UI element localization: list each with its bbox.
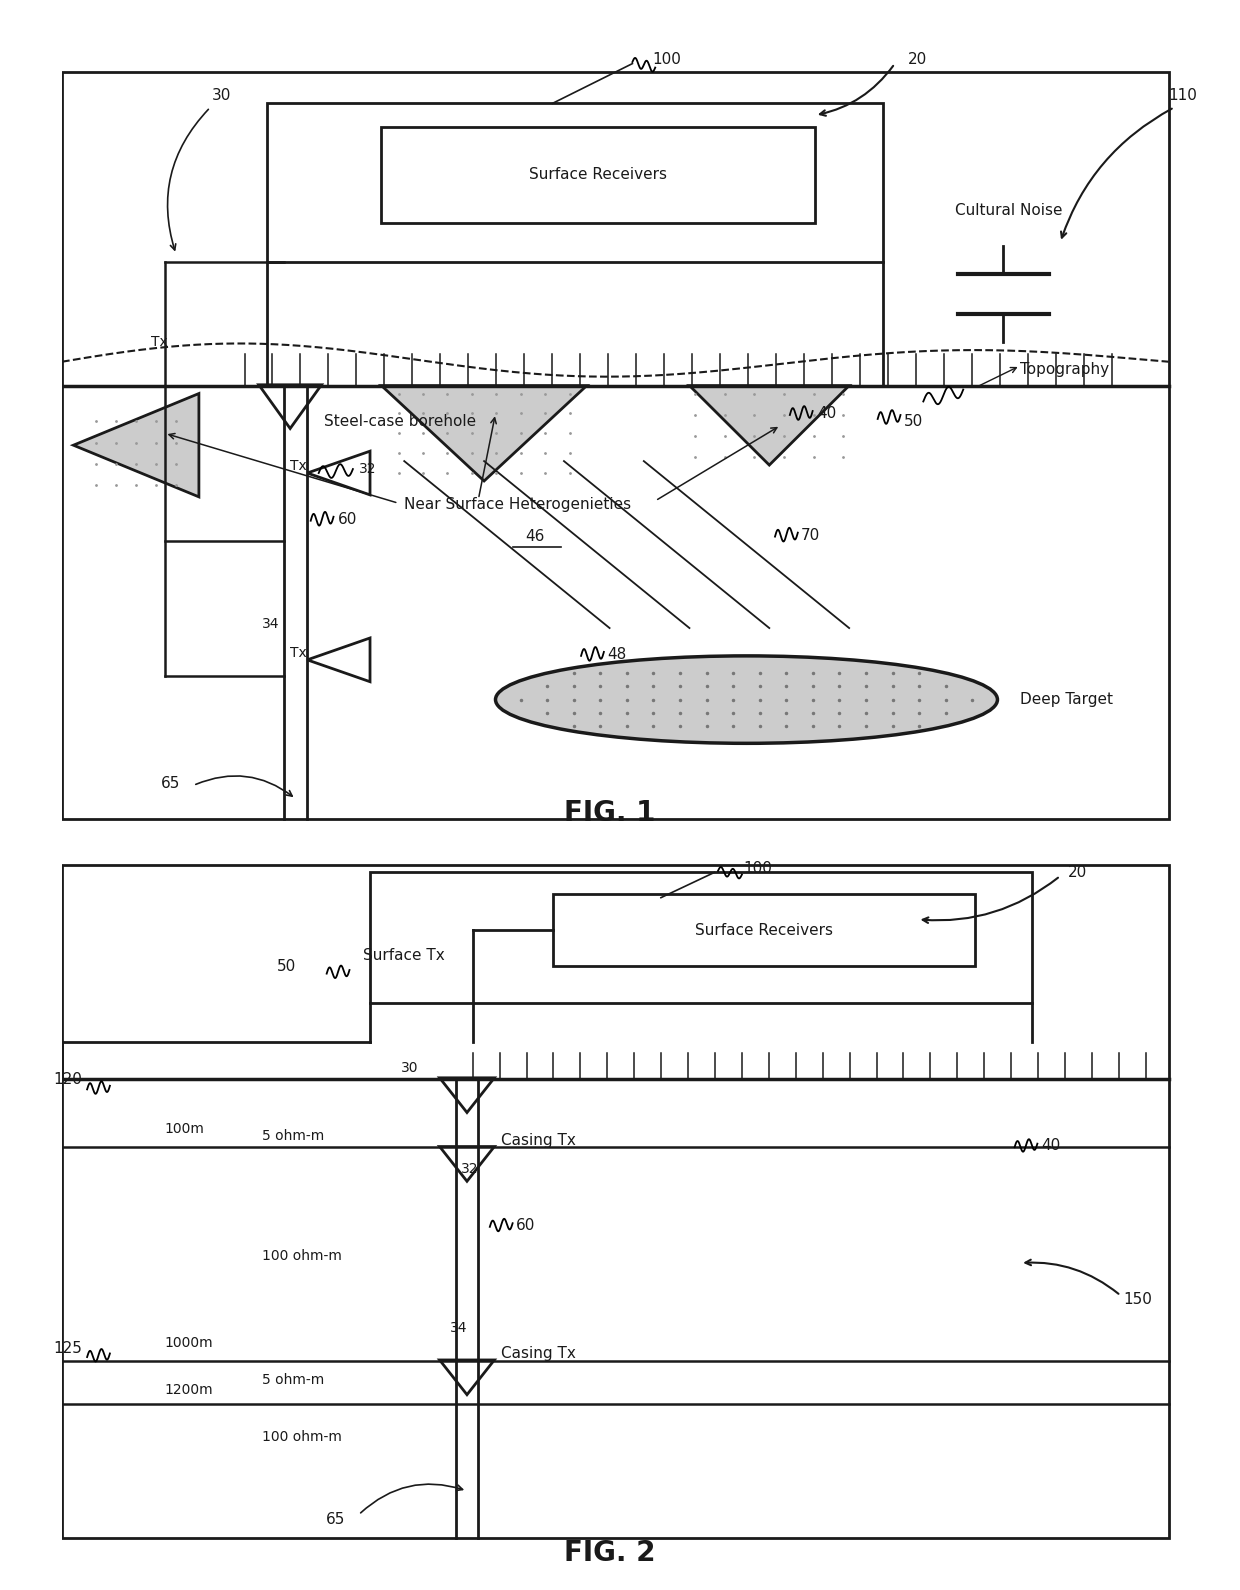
FancyBboxPatch shape xyxy=(62,72,1168,819)
Text: 32: 32 xyxy=(461,1162,479,1177)
Text: 100 ohm-m: 100 ohm-m xyxy=(262,1429,341,1444)
FancyBboxPatch shape xyxy=(382,127,815,223)
Text: 65: 65 xyxy=(161,776,180,790)
Polygon shape xyxy=(259,385,321,429)
Text: Surface Receivers: Surface Receivers xyxy=(529,167,667,183)
Text: 40: 40 xyxy=(1040,1138,1060,1153)
Text: 65: 65 xyxy=(326,1512,346,1528)
Text: 100 ohm-m: 100 ohm-m xyxy=(262,1248,341,1262)
Text: 5 ohm-m: 5 ohm-m xyxy=(262,1129,324,1143)
Text: Cultural Noise: Cultural Noise xyxy=(955,204,1063,218)
Text: Surface Tx: Surface Tx xyxy=(363,948,445,964)
FancyBboxPatch shape xyxy=(62,865,1168,1538)
Text: 150: 150 xyxy=(1123,1291,1152,1307)
Polygon shape xyxy=(308,452,370,494)
Text: 100: 100 xyxy=(652,52,681,67)
Text: 48: 48 xyxy=(608,647,626,661)
Text: 40: 40 xyxy=(817,405,837,421)
Text: 125: 125 xyxy=(53,1340,83,1356)
Polygon shape xyxy=(73,394,198,496)
Text: 30: 30 xyxy=(402,1061,419,1075)
Text: 20: 20 xyxy=(908,52,928,67)
Polygon shape xyxy=(382,386,587,480)
Text: 50: 50 xyxy=(904,413,923,429)
Text: Tx: Tx xyxy=(150,335,167,348)
Ellipse shape xyxy=(496,655,997,744)
Text: 34: 34 xyxy=(450,1321,467,1336)
Text: Topography: Topography xyxy=(1021,363,1110,377)
Text: 100: 100 xyxy=(744,862,773,876)
Text: 34: 34 xyxy=(262,617,279,631)
Text: 32: 32 xyxy=(358,463,376,475)
Text: Tx: Tx xyxy=(290,460,308,474)
Text: FIG. 2: FIG. 2 xyxy=(564,1539,655,1566)
Text: 30: 30 xyxy=(212,87,232,103)
Text: 1200m: 1200m xyxy=(165,1383,213,1396)
Text: 46: 46 xyxy=(526,529,546,544)
Text: 50: 50 xyxy=(277,959,296,975)
Text: Tx: Tx xyxy=(290,646,308,660)
FancyBboxPatch shape xyxy=(370,873,1032,1003)
Polygon shape xyxy=(689,386,849,466)
Text: Steel-case borehole: Steel-case borehole xyxy=(325,413,476,429)
Text: Casing Tx: Casing Tx xyxy=(501,1347,577,1361)
Text: FIG. 1: FIG. 1 xyxy=(564,798,655,827)
Text: 5 ohm-m: 5 ohm-m xyxy=(262,1374,324,1386)
Polygon shape xyxy=(440,1146,495,1181)
FancyBboxPatch shape xyxy=(268,103,883,262)
Text: 1000m: 1000m xyxy=(165,1336,213,1350)
Polygon shape xyxy=(308,638,370,682)
FancyBboxPatch shape xyxy=(553,894,975,967)
Polygon shape xyxy=(440,1359,495,1394)
Text: 100m: 100m xyxy=(165,1123,205,1137)
Text: 60: 60 xyxy=(516,1218,536,1232)
Text: 60: 60 xyxy=(339,512,357,526)
Text: Deep Target: Deep Target xyxy=(1021,692,1114,708)
Polygon shape xyxy=(440,1078,495,1113)
Text: 110: 110 xyxy=(1168,87,1198,103)
Text: 20: 20 xyxy=(1068,865,1087,879)
Text: 120: 120 xyxy=(53,1073,83,1088)
Text: Casing Tx: Casing Tx xyxy=(501,1132,577,1148)
Text: Near Surface Heterogenieties: Near Surface Heterogenieties xyxy=(404,498,631,512)
Text: 70: 70 xyxy=(801,528,821,542)
Text: Surface Receivers: Surface Receivers xyxy=(694,922,832,938)
